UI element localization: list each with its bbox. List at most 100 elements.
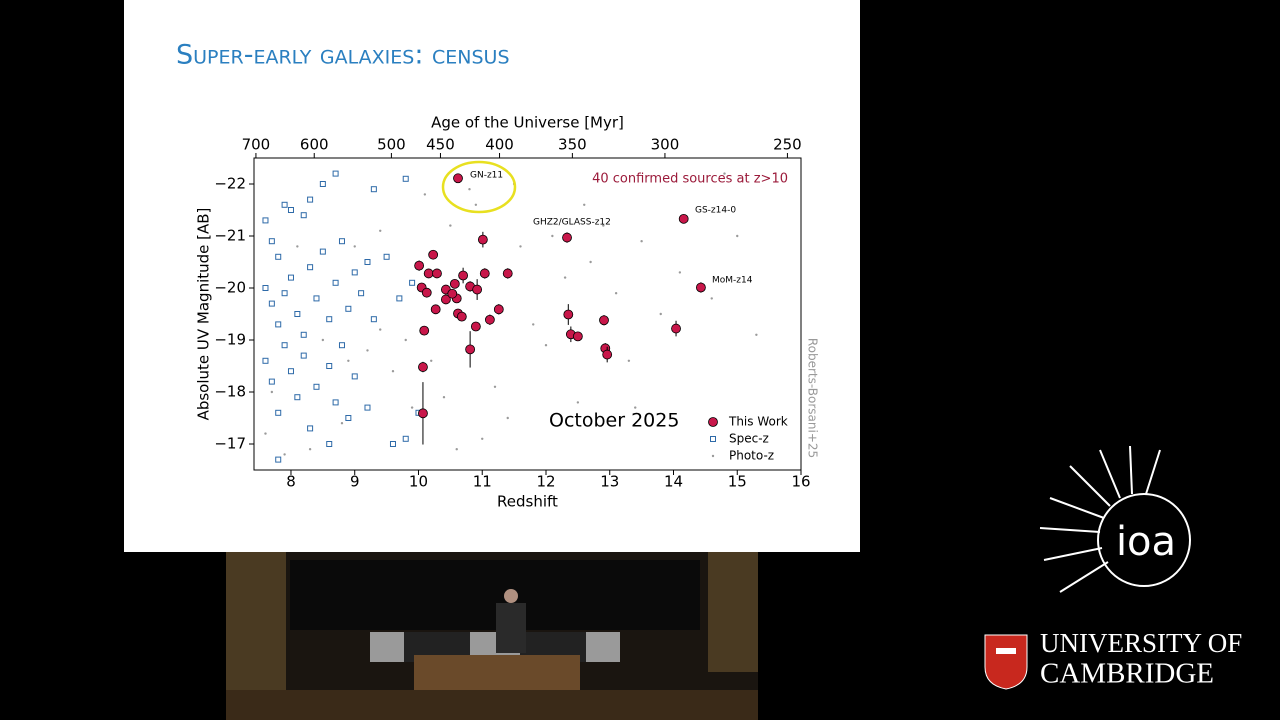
x2-tick-label: 700 [242, 136, 271, 154]
plot-frame [253, 157, 802, 471]
photo-z-point [678, 271, 682, 274]
spec-z-point [300, 212, 307, 219]
y-tick-label: −20 [214, 279, 246, 297]
spec-z-point [262, 285, 269, 291]
highlight-ring [441, 160, 517, 214]
spec-z-point [358, 290, 365, 297]
spec-z-point [281, 290, 288, 297]
spec-z-point [262, 217, 269, 224]
spec-z-point [326, 441, 333, 447]
ioa-logo: ioa [1039, 445, 1191, 593]
this-work-point [414, 260, 425, 271]
annotation: GN-z11 [470, 171, 503, 181]
x2-tick-label: 250 [773, 136, 802, 154]
spec-z-point [307, 425, 314, 432]
this-work-point [458, 270, 469, 281]
photo-z-point [308, 448, 312, 451]
y-tick-label: −22 [214, 175, 246, 193]
this-work-point [447, 288, 458, 299]
y-tick-label: −17 [214, 435, 246, 453]
photo-z-point [736, 234, 739, 238]
photo-z-point [589, 260, 592, 264]
annotation: October 2025 [549, 410, 679, 432]
legend-label: Photo-z [729, 449, 774, 463]
spec-z-point [281, 342, 288, 349]
spec-z-point [287, 274, 294, 281]
photo-z-point [614, 292, 618, 295]
spec-z-point [326, 316, 333, 323]
this-work-point [418, 362, 428, 372]
photo-z-point [391, 370, 395, 373]
spec-z-point [338, 342, 345, 349]
this-work-point [453, 173, 463, 184]
spec-z-point [300, 352, 307, 359]
photo-z-point [321, 338, 325, 342]
photo-z-point [296, 245, 299, 248]
photo-z-point [576, 401, 580, 404]
this-work-point [418, 408, 428, 419]
spec-z-point [326, 363, 333, 369]
x-tick-label: 14 [664, 473, 683, 491]
photo-z-point [544, 344, 548, 347]
this-work-point [432, 268, 442, 279]
photo-z-point [493, 385, 497, 388]
spec-z-point [268, 300, 275, 307]
photo-z-point [404, 338, 407, 342]
legend-label: Spec-z [729, 432, 769, 446]
photo-z-point [640, 240, 643, 243]
photo-z-point [583, 203, 586, 206]
this-work-point [502, 268, 513, 279]
spec-z-point [313, 295, 320, 302]
this-work-point [472, 284, 483, 295]
photo-z-point [410, 406, 414, 409]
spec-z-point [300, 331, 307, 338]
slide-title: Super-early galaxies: census [176, 40, 510, 71]
legend-marker [711, 454, 715, 458]
spec-z-point [319, 181, 326, 187]
annotation: GHZ2/GLASS-z12 [533, 218, 611, 228]
x-tick-label: 8 [286, 473, 296, 491]
spec-z-point [383, 253, 390, 260]
spec-z-point [332, 399, 339, 406]
photo-z-point [634, 406, 637, 409]
spec-z-point [402, 435, 409, 442]
annotation: MoM-z14 [712, 276, 753, 286]
photo-z-point [379, 328, 382, 331]
this-work-point [678, 213, 689, 224]
legend-marker [708, 417, 718, 427]
x-tick-label: 11 [473, 473, 492, 491]
this-work-point [470, 321, 481, 332]
this-work-point [572, 331, 583, 342]
this-work-point [421, 287, 432, 298]
annotation: GS-z14-0 [695, 206, 736, 216]
spec-z-point [294, 311, 301, 317]
this-work-point [671, 323, 681, 334]
spec-z-point [345, 305, 352, 312]
x2-tick-label: 400 [485, 136, 514, 154]
x2-tick-label: 300 [651, 136, 680, 154]
spec-z-point [364, 259, 371, 265]
photo-z-point [474, 203, 478, 206]
x-axis-label: Redshift [497, 493, 558, 511]
photo-z-point [353, 245, 356, 248]
legend-marker [710, 436, 716, 442]
spec-z-point [409, 279, 416, 286]
photo-z-point [532, 323, 535, 326]
chart: 8 9 10 11 12 13 14 15 16 −22 −21 −20 −19 −18 −17 700 600… [195, 114, 820, 511]
this-work-point [419, 325, 430, 336]
this-work-point [599, 315, 609, 326]
spec-z-point [370, 186, 377, 193]
spec-z-point [262, 357, 269, 364]
spec-z-point [332, 170, 339, 177]
x-tick-label: 10 [409, 473, 428, 491]
this-work-point [479, 268, 490, 279]
photo-z-point [627, 359, 631, 362]
photo-z-point [264, 432, 267, 435]
this-work-point [428, 249, 439, 260]
spec-z-point [345, 415, 352, 421]
photo-z-point [283, 453, 286, 456]
spec-z-point [275, 253, 282, 260]
x2-tick-label: 600 [300, 136, 329, 154]
this-work-point [449, 278, 460, 289]
